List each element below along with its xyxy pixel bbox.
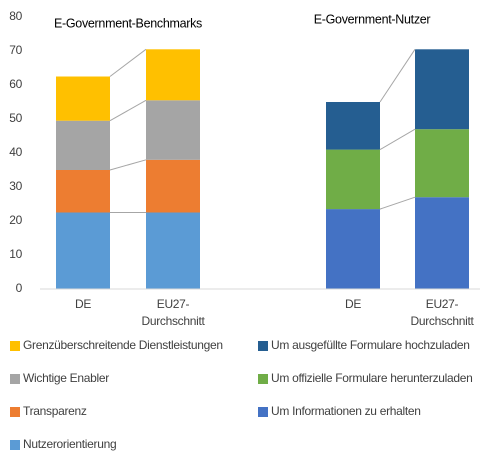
connector-line <box>109 99 147 122</box>
legend-swatch <box>10 374 20 384</box>
chart-title: E-Government-Benchmarks <box>54 16 202 30</box>
x-tick-label: DE <box>75 297 91 311</box>
y-tick-label: 0 <box>16 281 23 295</box>
x-tick-label: EU27-Durchschnitt <box>141 297 205 328</box>
legend-label: Um offizielle Formulare herunterzuladen <box>271 371 473 385</box>
legend-swatch <box>10 341 20 351</box>
y-tick-label: 30 <box>9 179 22 193</box>
bar-segment <box>415 49 469 130</box>
y-tick-label: 70 <box>9 43 22 57</box>
connector-line <box>109 48 147 77</box>
bar-segment <box>56 212 110 289</box>
bar-segment <box>326 102 380 150</box>
legend-label: Um Informationen zu erhalten <box>271 404 421 418</box>
bar-segment <box>56 120 110 170</box>
connector-line <box>379 196 416 210</box>
y-tick-label: 20 <box>9 213 22 227</box>
bar-segment <box>56 170 110 213</box>
legend-label: Wichtige Enabler <box>23 371 109 385</box>
bar-segment <box>415 197 469 289</box>
y-tick-label: 60 <box>9 77 22 91</box>
y-tick-label: 10 <box>9 247 22 261</box>
bar-segment <box>56 76 110 121</box>
y-tick-label: 40 <box>9 145 22 159</box>
bar-segment <box>326 209 380 289</box>
legend-label: Transparenz <box>23 404 87 418</box>
y-tick-label: 80 <box>9 9 22 23</box>
x-tick-label: DE <box>345 297 361 311</box>
legend-label: Nutzerorientierung <box>23 437 116 451</box>
legend-swatch <box>258 341 268 351</box>
legend-swatch <box>10 407 20 417</box>
legend-swatch <box>258 374 268 384</box>
bar-segment <box>146 49 200 101</box>
bar-segment <box>146 159 200 213</box>
bar-segment <box>146 212 200 289</box>
bar-segment <box>146 100 200 160</box>
connector-line <box>109 159 147 171</box>
connector-line <box>379 128 416 151</box>
legend-swatch <box>10 440 20 450</box>
legend-label: Um ausgefüllte Formulare hochzuladen <box>271 338 470 352</box>
connector-line <box>379 49 416 103</box>
bar-segment <box>415 129 469 198</box>
legend-swatch <box>258 407 268 417</box>
y-tick-label: 50 <box>9 111 22 125</box>
legend-label: Grenzüberschreitende Dienstleistungen <box>23 338 223 352</box>
bar-segment <box>326 149 380 210</box>
x-tick-label: EU27-Durchschnitt <box>410 297 474 328</box>
chart-title: E-Government-Nutzer <box>314 12 431 26</box>
